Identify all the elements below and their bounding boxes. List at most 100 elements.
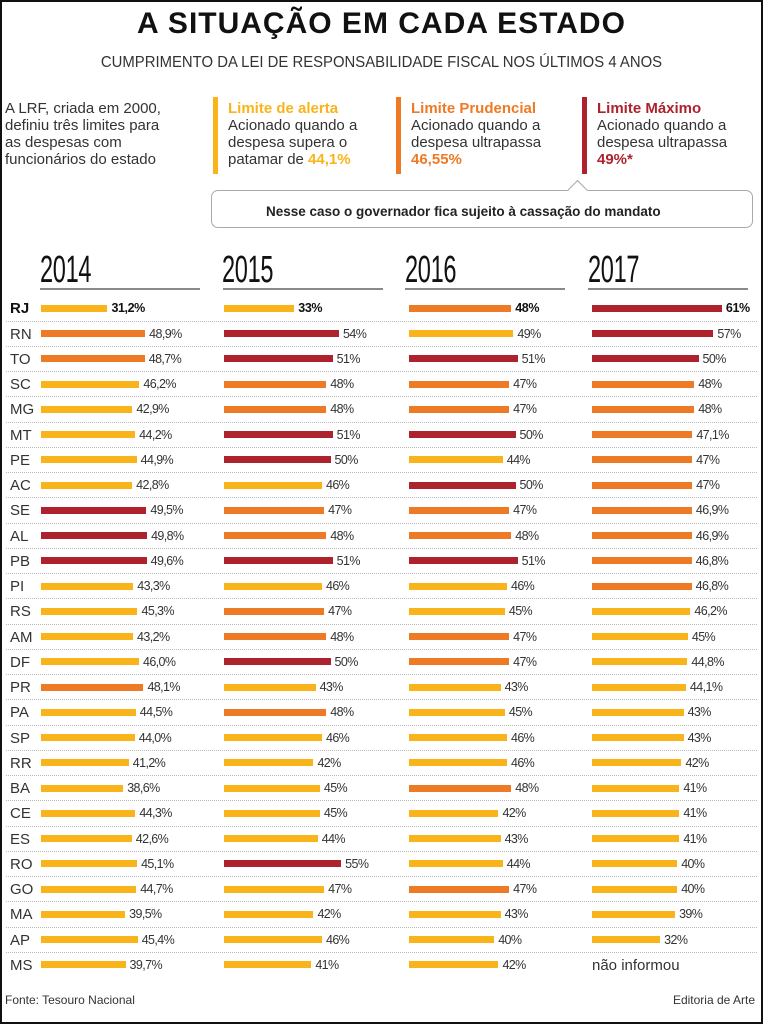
- bar-2016-ce: [409, 809, 499, 817]
- bar-2016-df: [409, 658, 510, 666]
- bar-2016-rr: [409, 759, 507, 767]
- state-label: RO: [10, 855, 33, 873]
- value-label-2016: 46%: [510, 755, 535, 770]
- value-label-2016: 47%: [513, 402, 537, 417]
- state-label: RN: [10, 325, 32, 343]
- bar-2016-rn: [409, 330, 514, 338]
- value-label-2017: 43%: [687, 730, 712, 745]
- value-label-2017: 46,9%: [695, 503, 729, 518]
- year-header-2014: 2014: [40, 249, 92, 291]
- value-label-2016: 46%: [510, 579, 535, 594]
- bar-2015-ap: [224, 936, 322, 944]
- legend-title: Limite Prudencial: [411, 100, 537, 117]
- year-header-2016: 2016: [405, 249, 457, 291]
- bar-2014-df: [41, 658, 139, 666]
- value-label-2014: 42,8%: [136, 478, 169, 493]
- state-label: RJ: [10, 300, 30, 318]
- value-label-2015: 47%: [328, 503, 352, 518]
- value-label-2016: 45%: [508, 604, 533, 619]
- state-row: RS 45,3% 47% 45% 46,2%: [6, 599, 757, 625]
- legend-line: despesa ultrapassa: [411, 134, 542, 151]
- value-label-2017: 46,8%: [695, 579, 729, 594]
- year-rule: [223, 288, 383, 290]
- value-label-2014: 45,3%: [141, 604, 174, 619]
- value-label-2017: 41%: [683, 806, 707, 821]
- legend-alerta: Limite de alerta Acionado quando a despe…: [213, 97, 383, 175]
- state-row: PR 48,1% 43% 43% 44,1%: [6, 675, 757, 701]
- value-label-2017: 46,8%: [695, 553, 729, 568]
- state-label: AM: [10, 628, 33, 646]
- value-label-2017: 32%: [664, 932, 688, 947]
- state-label: DF: [10, 653, 30, 671]
- bar-2015-ba: [224, 784, 320, 792]
- bar-2014-to: [41, 355, 145, 363]
- state-label: SE: [10, 502, 31, 520]
- legend-title: Limite Máximo: [597, 100, 702, 117]
- value-label-2014: 43,3%: [137, 579, 170, 594]
- state-row: MA 39,5% 42% 43% 39%: [6, 902, 757, 928]
- value-label-2015: 48%: [330, 528, 354, 543]
- value-label-2014: 45,1%: [141, 856, 174, 871]
- value-label-2017: 47%: [696, 452, 720, 467]
- bar-2015-es: [224, 835, 318, 843]
- legend-line: despesa ultrapassa: [597, 134, 728, 151]
- bar-2017-ro: [592, 860, 678, 868]
- state-label: MT: [10, 426, 32, 444]
- year-rule: [588, 288, 748, 290]
- value-label-2016: 48%: [515, 781, 539, 796]
- state-row: SE 49,5% 47% 47% 46,9%: [6, 498, 757, 524]
- bar-2015-go: [224, 885, 325, 893]
- value-label-2017: 61%: [725, 301, 750, 316]
- bar-2014-al: [41, 532, 148, 540]
- value-label-2016: 47%: [513, 629, 537, 644]
- bar-2016-se: [409, 506, 510, 514]
- value-label-2015: 51%: [336, 351, 361, 366]
- legend-swatch-prudencial: [396, 97, 401, 174]
- bar-2017-ce: [592, 809, 680, 817]
- value-label-2017: 39%: [679, 907, 703, 922]
- year-header-2015: 2015: [222, 249, 274, 291]
- value-label-2017: 57%: [717, 326, 741, 341]
- year-rule: [405, 288, 565, 290]
- state-label: AP: [10, 931, 31, 949]
- legend-line-value: 49%*: [597, 151, 727, 168]
- state-row: BA 38,6% 45% 48% 41%: [6, 776, 757, 802]
- legend-value: 44,1%: [308, 151, 351, 168]
- state-label: MG: [10, 401, 35, 419]
- value-label-2015: 51%: [336, 553, 361, 568]
- bar-2016-rj: [409, 304, 512, 312]
- state-row: ES 42,6% 44% 43% 41%: [6, 827, 757, 852]
- value-label-2015: 46%: [325, 932, 350, 947]
- bar-2014-pi: [41, 582, 134, 590]
- bar-2016-pi: [409, 582, 507, 590]
- bar-2014-rn: [41, 330, 146, 338]
- bar-2016-ma: [409, 910, 501, 918]
- bar-2015-mt: [224, 431, 333, 439]
- value-label-2017: 40%: [681, 882, 705, 897]
- bar-2015-ce: [224, 809, 320, 817]
- bar-2017-df: [592, 658, 688, 666]
- value-label-2014: 46,2%: [143, 377, 176, 392]
- bar-2017-rr: [592, 759, 682, 767]
- bar-2016-es: [409, 835, 501, 843]
- value-label-2015: 41%: [315, 957, 339, 972]
- year-header-2017: 2017: [588, 249, 640, 291]
- legend-line: despesa supera o: [228, 134, 348, 151]
- value-label-2015: 33%: [298, 301, 323, 316]
- value-label-2014: 48,7%: [148, 351, 182, 366]
- value-label-2014: 41,2%: [132, 755, 166, 770]
- bar-2014-ba: [41, 784, 124, 792]
- bar-2017-rn: [592, 330, 714, 338]
- intro-line: A LRF, criada em 2000,: [5, 100, 161, 117]
- bar-2014-ms: [41, 961, 126, 969]
- state-label: AC: [10, 477, 31, 495]
- bar-2014-se: [41, 506, 147, 514]
- bar-2014-pb: [41, 557, 147, 565]
- value-label-2015: 45%: [323, 806, 348, 821]
- value-label-2015: 43%: [319, 680, 344, 695]
- value-label-2015: 44%: [321, 831, 346, 846]
- bar-2016-pa: [409, 708, 505, 716]
- state-row: SP 44,0% 46% 46% 43%: [6, 726, 757, 751]
- bar-2016-pe: [409, 456, 503, 464]
- value-label-2016: 48%: [515, 528, 539, 543]
